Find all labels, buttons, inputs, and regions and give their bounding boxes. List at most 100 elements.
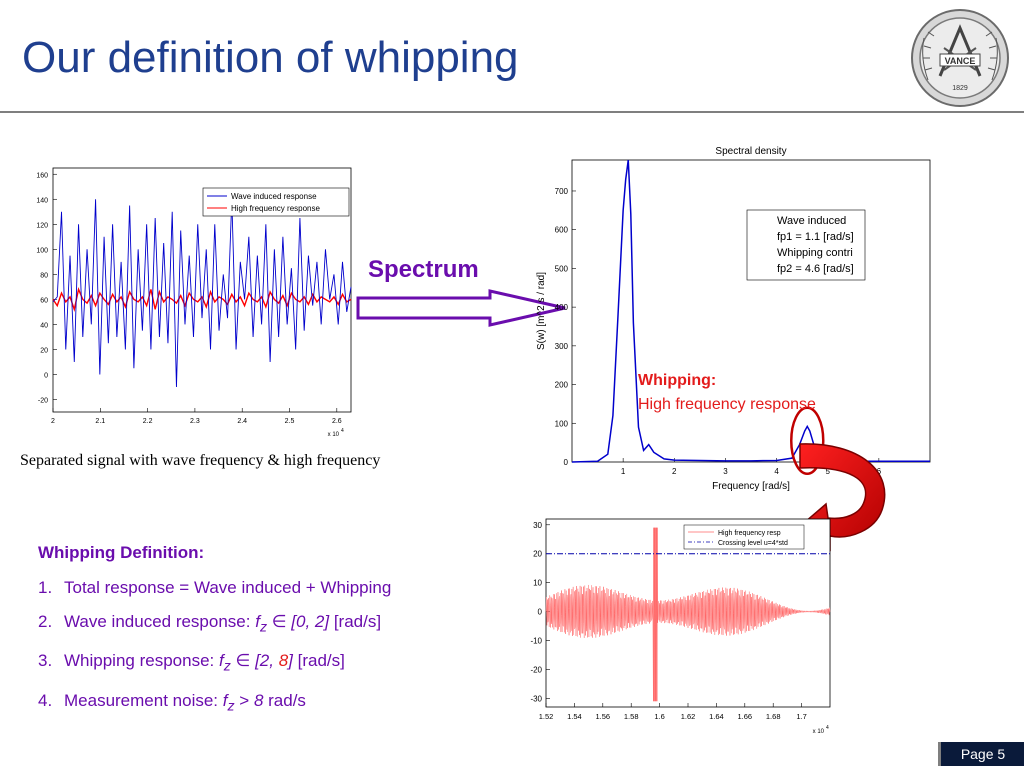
definition-item: 1. Total response = Wave induced + Whippi… [38, 577, 391, 599]
y-tick-label: 0 [564, 458, 569, 467]
item-symbol: ∈ [267, 612, 292, 631]
y-tick-label: -20 [530, 665, 542, 674]
x-tick-label: 2.6 [332, 418, 342, 425]
x-tick-label: 2.4 [237, 418, 247, 425]
item-number: 4. [38, 690, 53, 710]
item-unit: [rad/s] [329, 612, 382, 631]
x-tick-label: 1.56 [595, 712, 610, 721]
x-tick-label: 1.7 [796, 712, 806, 721]
x-tick-label: 1.54 [567, 712, 582, 721]
item-range-highlight: 8 [278, 651, 289, 671]
item-symbol: ∈ [230, 651, 256, 671]
item-variable: f [218, 651, 224, 671]
y-tick-label: 400 [555, 303, 569, 312]
spectrum-arrow-icon [356, 289, 566, 327]
plot-area [571, 159, 931, 463]
y-tick-label: 700 [555, 187, 569, 196]
x-tick-label: 2.5 [285, 418, 295, 425]
item-variable: f [222, 690, 228, 710]
item-text: Total response = Wave induced + Whipping [64, 578, 392, 597]
item-value: 8 [253, 690, 264, 710]
legend-box [202, 187, 350, 217]
x-multiplier-exp: 4 [341, 428, 344, 434]
spectral-density-chart: Spectral density 700 600 500 400 300 200 100 0 1 2… [536, 146, 931, 492]
x-tick-label: 3 [723, 467, 728, 476]
y-axis-label: S(w) [m^2 s / rad] [536, 272, 547, 350]
y-tick-label: 20 [40, 347, 48, 354]
legend-label: Crossing level u=4*std [718, 540, 788, 547]
y-tick-label: -10 [530, 636, 542, 645]
y-tick-label: 140 [36, 197, 48, 204]
chart-caption: Separated signal with wave frequency & h… [20, 452, 381, 469]
y-tick-label: -30 [530, 694, 542, 703]
y-tick-label: 120 [36, 222, 48, 229]
item-range: [0, 2] [291, 612, 330, 631]
item-unit: [rad/s] [292, 651, 345, 671]
slide-title: Our definition of whipping [22, 33, 519, 82]
whipping-label: Whipping: [638, 372, 717, 389]
crossing-level-chart: 30 20 10 0 -10 -20 -30 1.52 1.54 1.56 1.58 1.6 1.62 1… [530, 518, 831, 735]
x-tick-label: 6 [877, 467, 882, 476]
y-tick-label: 500 [555, 264, 569, 273]
y-tick-label: 80 [40, 272, 48, 279]
item-variable: f [255, 612, 260, 631]
y-tick-label: 10 [533, 579, 542, 588]
y-tick-label: 600 [555, 226, 569, 235]
item-text: Measurement noise: [64, 690, 223, 710]
item-text: Whipping response: [64, 651, 219, 671]
time-series-chart: 160 140 120 100 80 60 40 20 0 -20 2 2.1 2.2 2.3 2.4 2.5… [36, 167, 352, 438]
y-tick-label: 300 [555, 342, 569, 351]
x-multiplier: x 10 [813, 729, 825, 735]
whipping-peak-highlight [790, 406, 825, 475]
definition-item: 4. Measurement noise: fz > 8 rad/s [38, 690, 391, 717]
x-tick-label: 1.52 [539, 712, 554, 721]
item-number: 3. [38, 651, 53, 671]
legend-label: fp1 = 1.1 [rad/s] [777, 231, 854, 243]
y-tick-label: 20 [533, 550, 542, 559]
item-number: 2. [38, 612, 53, 631]
whipping-definition: Whipping Definition: 1. Total response = … [38, 543, 391, 729]
x-tick-label: 1 [621, 467, 626, 476]
series-line [52, 199, 352, 387]
x-tick-label: 2 [51, 418, 55, 425]
y-tick-label: 0 [44, 372, 48, 379]
legend-label: Whipping contri [777, 247, 853, 259]
y-tick-label: 100 [555, 419, 569, 428]
item-unit: rad/s [263, 690, 306, 710]
item-subscript: z [227, 698, 235, 715]
whipping-sublabel: High frequency response [638, 396, 816, 413]
y-tick-label: 30 [533, 521, 542, 530]
x-tick-label: 1.62 [681, 712, 696, 721]
x-tick-label: 5 [825, 467, 830, 476]
item-text: Wave induced response: [64, 612, 256, 631]
svg-text:VANCE: VANCE [945, 56, 976, 66]
x-multiplier-exp: 4 [826, 725, 829, 731]
series-line [52, 287, 352, 313]
title-divider [0, 111, 1024, 113]
page-number-badge: Page 5 [938, 742, 1024, 766]
x-tick-label: 1.66 [737, 712, 752, 721]
item-subscript: z [259, 619, 268, 636]
x-axis-label: Frequency [rad/s] [712, 481, 790, 492]
x-tick-label: 1.58 [624, 712, 639, 721]
definition-item: 2. Wave induced response: fz ∈ [0, 2] [ra… [38, 611, 391, 638]
y-tick-label: 0 [538, 608, 543, 617]
definition-heading: Whipping Definition: [38, 543, 205, 562]
series-line [571, 159, 930, 463]
x-tick-label: 2.1 [95, 418, 105, 425]
spectrum-label: Spectrum [368, 256, 479, 283]
legend-label: fp2 = 4.6 [rad/s] [777, 263, 854, 275]
item-number: 1. [38, 578, 53, 597]
x-tick-label: 4 [774, 467, 779, 476]
svg-text:1829: 1829 [952, 85, 968, 92]
definition-item: 3. Whipping response: fz ∈ [2, 8] [rad/s] [38, 650, 391, 677]
item-subscript: z [223, 658, 231, 675]
x-tick-label: 2 [672, 467, 677, 476]
y-tick-label: 160 [36, 172, 48, 179]
legend-box [746, 209, 866, 281]
y-tick-label: 200 [555, 381, 569, 390]
item-symbol: > [234, 690, 254, 710]
legend-label: High frequency resp [718, 530, 781, 537]
x-tick-label: 1.6 [654, 712, 664, 721]
x-tick-label: 2.3 [190, 418, 200, 425]
